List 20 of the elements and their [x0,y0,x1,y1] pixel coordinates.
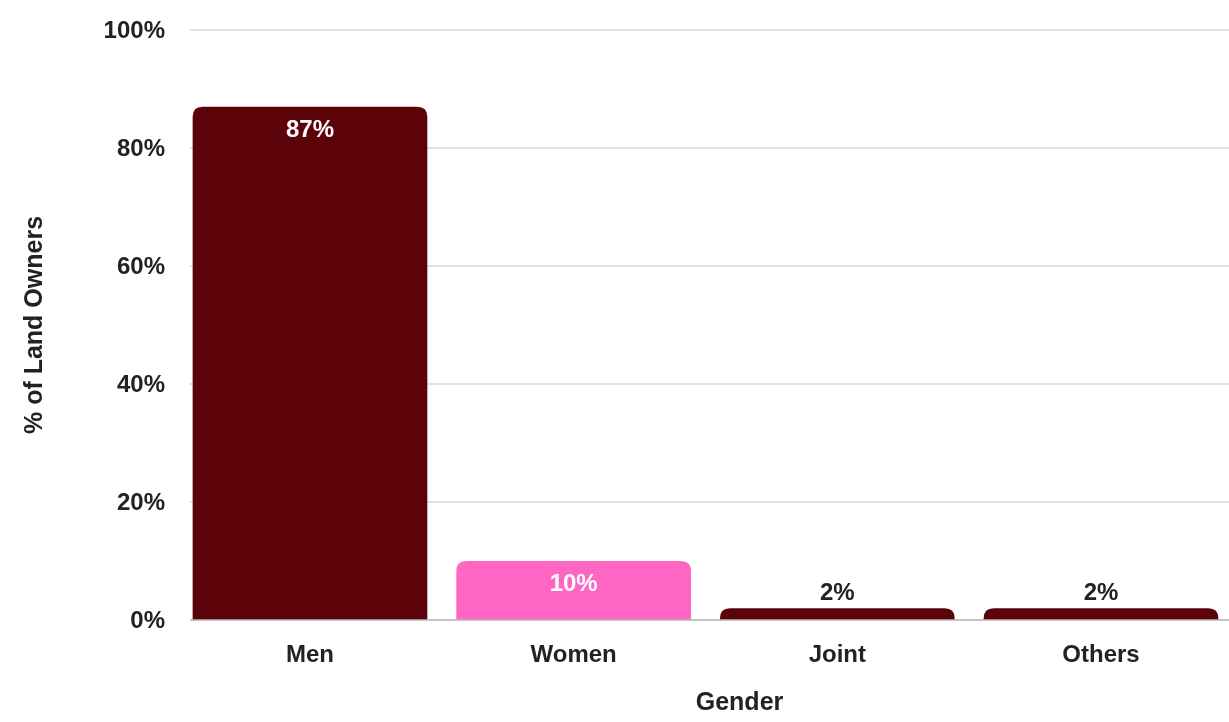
y-tick-label: 100% [103,16,165,44]
y-axis-title: % of Land Owners [19,215,47,435]
bar [983,608,1219,620]
x-tick-label: Others [1062,640,1140,667]
x-tick-label: Joint [808,640,867,667]
y-tick-label: 0% [130,606,165,634]
data-label: 2% [1083,578,1119,606]
y-tick-label: 60% [116,252,165,280]
data-label: 2% [820,578,855,606]
bar [720,608,955,620]
data-label: 10% [549,569,598,596]
y-tick-label: 80% [116,134,165,162]
bar [456,561,691,620]
x-tick-label: Men [285,640,334,667]
y-tick-label: 40% [116,370,165,398]
y-tick-label: 20% [116,488,165,516]
x-tick-label: Women [530,640,617,667]
x-axis-title: Gender [695,687,784,715]
bar [192,106,428,620]
data-label: 87% [285,114,334,142]
